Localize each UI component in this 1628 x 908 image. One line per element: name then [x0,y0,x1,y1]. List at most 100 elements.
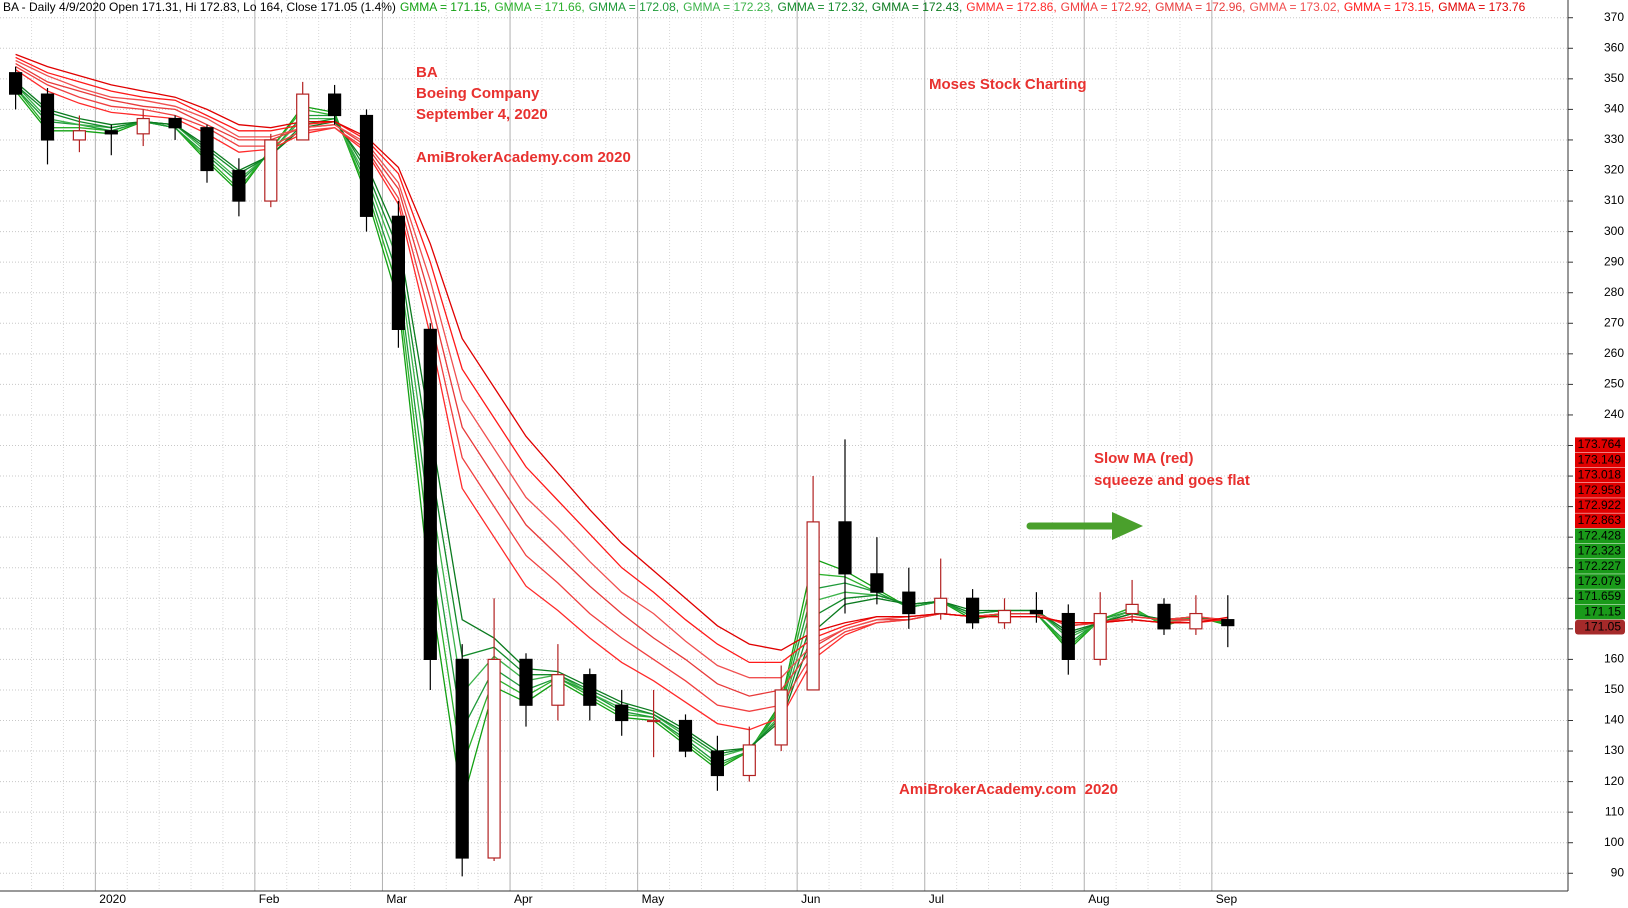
annotation: squeeze and goes flat [1094,472,1250,489]
candle-body [9,72,23,95]
price-badge [1575,498,1625,513]
price-badge [1575,513,1625,529]
candle-body [296,93,310,141]
candle-body [710,750,725,777]
header-gmma: GMMA = 171.66, [494,0,584,14]
header-gmma: GMMA = 173.76 [1438,0,1525,14]
header-gmma: GMMA = 171.15, [400,0,490,14]
close-badge [1575,619,1625,635]
price-badge-label: 173.764 [1578,437,1622,451]
candle-body [838,521,852,575]
header-text: BA - Daily 4/9/2020 Open 171.31, Hi 172.… [3,0,396,14]
price-badge-label: 173.018 [1578,468,1622,482]
header-gmma: GMMA = 172.32, [778,0,868,14]
annotation: Boeing Company [416,85,540,102]
y-tick-label: 270 [1604,315,1624,329]
y-tick-label: 350 [1604,71,1624,85]
candle-body [1221,619,1235,627]
header-gmma: GMMA = 172.86, [966,0,1056,14]
candle-body [583,674,597,706]
annotation: Moses Stock Charting [929,76,1087,93]
close-badge-label: 171.05 [1584,620,1621,634]
y-tick-label: 160 [1604,652,1624,666]
header-gmma: GMMA = 172.92, [1061,0,1151,14]
candle-body [487,658,501,859]
y-tick-label: 90 [1611,865,1625,879]
candle-body [551,674,565,706]
y-tick-label: 240 [1604,407,1624,421]
x-tick-label: Feb [259,892,280,906]
y-tick-label: 340 [1604,102,1624,116]
candle-body [1189,612,1203,630]
candle-body [455,658,469,859]
gmma-line [15,69,1228,731]
x-tick-label: 2020 [99,892,126,906]
candle-body [934,597,948,615]
candle-body [1029,609,1044,615]
price-badge-label: 172.428 [1578,528,1622,542]
header-gmma: GMMA = 172.23, [683,0,773,14]
candle-body [870,573,884,593]
gmma-line [15,87,1228,768]
header-gmma: GMMA = 173.15, [1344,0,1434,14]
candle-body [997,609,1012,624]
price-badge-label: 172.863 [1578,513,1622,527]
y-tick-label: 370 [1604,10,1624,24]
y-tick-label: 310 [1604,193,1624,207]
y-tick-label: 120 [1604,774,1624,788]
candle-body [1125,603,1139,615]
candle-body [774,689,788,746]
candle-body [359,114,374,217]
y-tick-label: 280 [1604,285,1624,299]
annotation: BA [416,64,438,81]
price-badge-label: 171.659 [1578,589,1622,603]
gmma-line [15,84,1228,755]
x-tick-label: Mar [386,892,407,906]
gmma-line [15,84,1228,758]
candle-body [423,328,437,660]
candle-body [678,719,693,752]
gmma-line [15,53,1228,651]
candle-body [168,117,182,129]
header: BA - Daily 4/9/2020 Open 171.31, Hi 172.… [3,0,1526,14]
price-badge [1575,437,1625,453]
candle-body [72,130,87,141]
x-tick-label: Aug [1088,892,1109,906]
price-badge [1575,452,1625,468]
price-badge-label: 172.227 [1578,559,1622,573]
candle-body [646,719,661,723]
annotation: AmiBrokerAcademy.com 2020 [416,149,631,166]
candle-body [1157,603,1171,630]
header-gmma: GMMA = 173.02, [1249,0,1339,14]
annotation: Slow MA (red) [1094,450,1193,467]
x-tick-label: Jun [801,892,820,906]
price-badge [1575,483,1625,498]
price-badge-label: 172.079 [1578,574,1622,588]
price-badge-label: 172.922 [1578,498,1622,512]
price-badge [1575,604,1625,620]
candle-body [232,169,246,202]
y-tick-label: 130 [1604,743,1624,757]
y-tick-label: 100 [1604,835,1624,849]
header-gmma: GMMA = 172.96, [1155,0,1245,14]
candle-body [1061,612,1075,660]
price-badge-label: 173.149 [1578,452,1622,466]
candle-body [902,591,916,615]
x-tick-label: Jul [929,892,944,906]
candle-body [40,93,55,141]
y-tick-label: 110 [1605,804,1624,818]
y-tick-label: 150 [1604,682,1624,696]
candle-body [965,597,980,624]
gmma-line [15,81,1228,752]
y-tick-label: 330 [1604,132,1624,146]
candle-body [1093,612,1107,660]
price-badge-label: 172.958 [1578,483,1622,497]
x-tick-label: Sep [1216,892,1238,906]
arrow [1026,512,1143,540]
candle-body [519,658,533,706]
y-tick-label: 140 [1604,713,1624,727]
price-badge-label: 172.323 [1578,544,1622,558]
price-badge [1575,559,1625,574]
